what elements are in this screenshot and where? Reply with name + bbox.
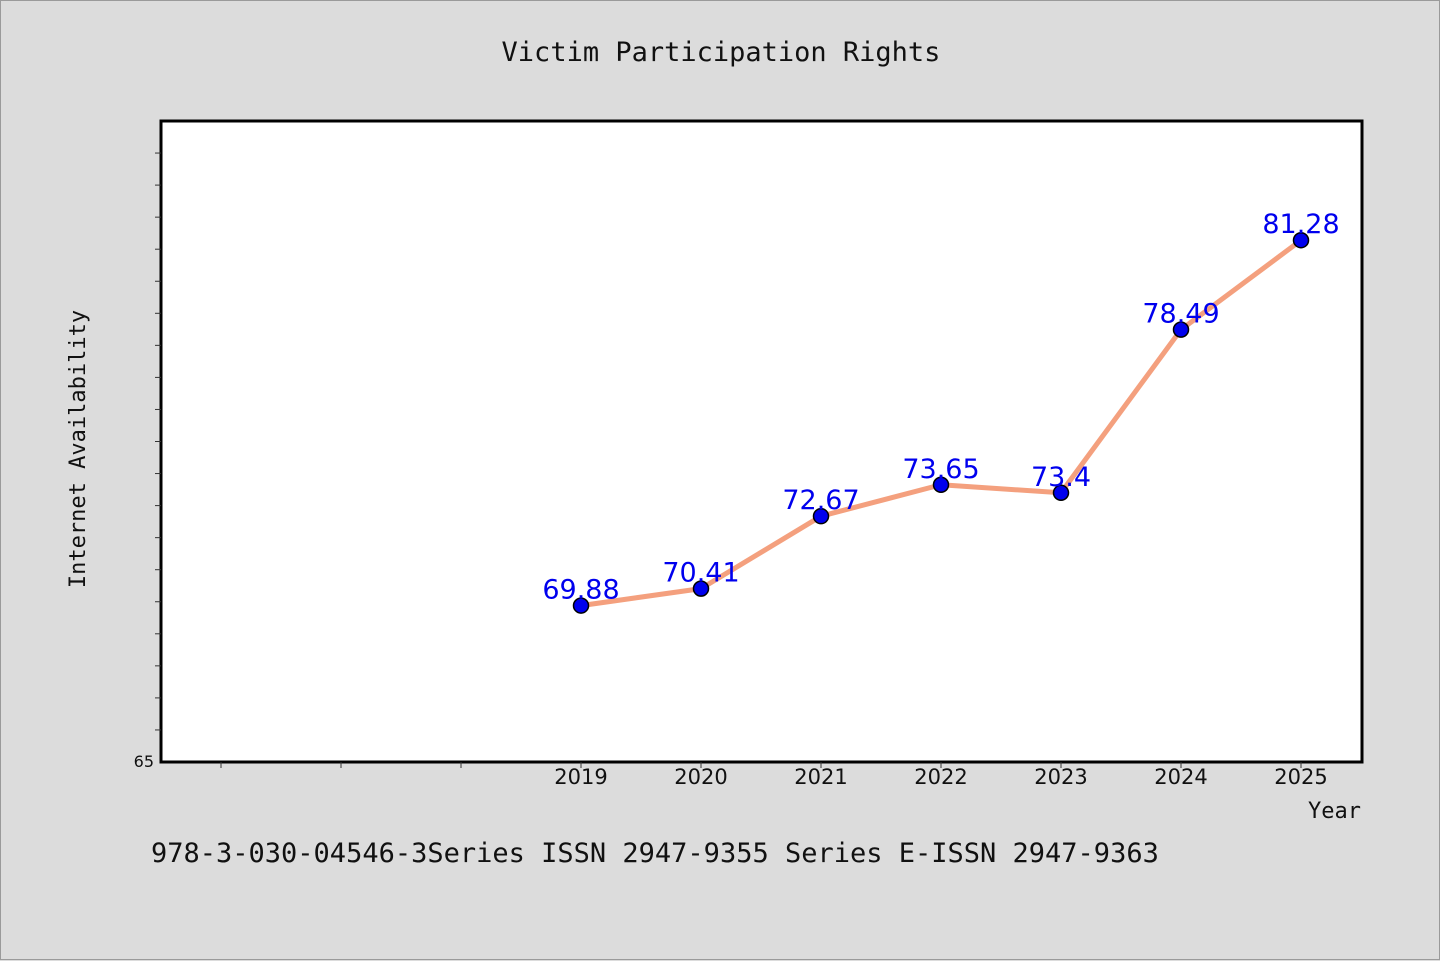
x-tick-label: 2025: [1274, 765, 1327, 789]
x-tick-label: 2019: [554, 765, 607, 789]
footer-text: 978-3-030-04546-3Series ISSN 2947-9355 S…: [151, 838, 1159, 869]
data-label: 73.4: [1031, 462, 1091, 493]
data-point: [932, 476, 950, 494]
x-tick-label: 2020: [674, 765, 727, 789]
chart-title: Victim Participation Rights: [502, 37, 941, 68]
data-point: [1052, 484, 1070, 502]
series-layer: 69.88 70.41 72.67 73.65 73.4 78.49 81.28: [542, 209, 1340, 614]
data-label: 72.67: [782, 485, 859, 516]
data-label: 70.41: [662, 558, 739, 589]
x-tick-label: 2022: [914, 765, 967, 789]
data-label: 78.49: [1142, 299, 1219, 330]
data-point: [1292, 231, 1310, 249]
x-tick-label: 2024: [1154, 765, 1207, 789]
plot-area: [159, 119, 1364, 764]
data-point: [1172, 321, 1190, 338]
x-axis-label: Year: [1308, 799, 1361, 824]
data-label: 69.88: [542, 575, 619, 606]
data-point: [812, 507, 830, 525]
y-axis-ticks: [155, 152, 161, 731]
x-tick-label: 2021: [794, 765, 847, 789]
y-axis-label: Internet Availability: [66, 310, 91, 588]
y-tick-label: 65: [134, 752, 154, 771]
data-label: 73.65: [902, 454, 979, 485]
data-label: 81.28: [1262, 209, 1339, 240]
data-point: [692, 580, 710, 597]
x-tick-label: 2023: [1034, 765, 1087, 789]
x-axis-ticks: 2019 2020 2021 2022 2023 2024 2025: [220, 762, 1328, 789]
data-point: [572, 597, 590, 614]
